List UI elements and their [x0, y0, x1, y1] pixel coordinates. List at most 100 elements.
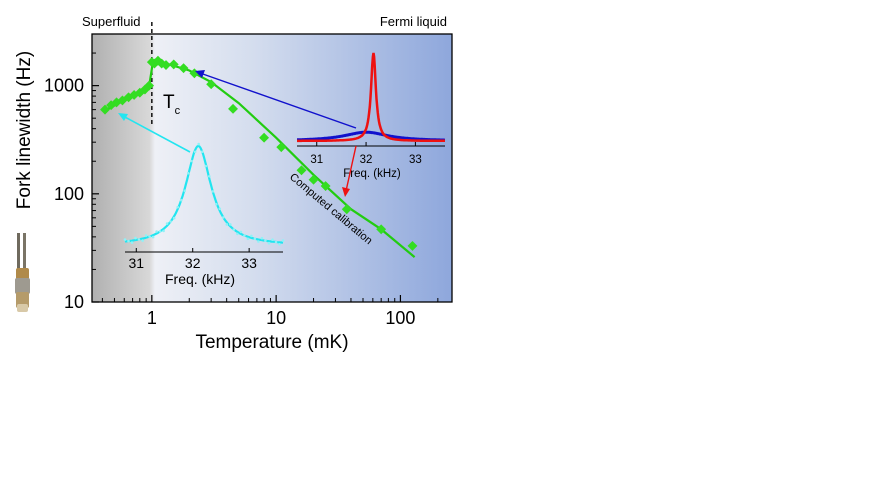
inset-left-ticks: 31 32 33 [128, 248, 257, 271]
inset-left-point [197, 142, 200, 146]
inset-left-point [148, 235, 151, 238]
inset-left-point [229, 223, 232, 226]
inset-left-point [271, 238, 274, 241]
inset-left-resonance [124, 144, 284, 244]
inset-right-tick-label: 31 [310, 154, 323, 166]
inset-right-tick-label: 33 [409, 154, 422, 166]
tc-label-letter: T [163, 92, 175, 113]
x-tick-label: 10 [266, 308, 286, 328]
data-point [341, 204, 352, 215]
inset-right-xlabel: Freq. (kHz) [343, 168, 401, 180]
inset-left-point [176, 205, 179, 209]
data-points [100, 55, 418, 251]
inset-left-point [264, 239, 267, 242]
inset-left-point [172, 216, 176, 220]
inset-left-point [179, 198, 183, 202]
inset-left-points [123, 142, 285, 246]
y-tick-label: 1000 [44, 76, 84, 96]
inset-left-point [123, 238, 127, 241]
inset-left-point [239, 230, 243, 234]
data-point [376, 224, 387, 235]
inset-left-point [281, 239, 285, 242]
data-point [178, 63, 189, 74]
data-point [228, 103, 238, 114]
inset-left-point [278, 243, 281, 246]
inset-left-point [134, 236, 137, 240]
arrow-cyan-head [118, 113, 128, 121]
data-point [407, 240, 418, 251]
inset-left-tick-label: 32 [185, 255, 201, 271]
x-tick-label: 1 [147, 308, 157, 328]
inset-left-point [155, 230, 158, 233]
inset-left: 31 32 33 Freq. (kHz) [123, 142, 285, 287]
data-point [144, 80, 155, 91]
inset-left-point [200, 150, 204, 153]
inset-right-tick-label: 32 [360, 154, 373, 166]
data-point [168, 59, 179, 70]
inset-right: 31 32 33 Freq. (kHz) [297, 52, 445, 180]
inset-left-tick-label: 31 [128, 255, 144, 271]
inset-left-point [218, 207, 222, 211]
arrows [118, 70, 357, 197]
inset-left-point [130, 241, 134, 244]
inset-right-ticks: 31 32 33 [310, 142, 422, 166]
y-tick-label: 100 [54, 184, 84, 204]
inset-left-point [225, 223, 229, 226]
inset-left-point [260, 236, 264, 240]
inset-left-xlabel: Freq. (kHz) [165, 271, 235, 287]
x-tick-label: 100 [385, 308, 415, 328]
x-axis-ticks: 1 10 100 [101, 295, 439, 328]
inset-left-point [158, 230, 162, 233]
y-axis-ticks: 10 100 1000 [44, 52, 99, 312]
data-point [259, 132, 270, 143]
y-axis-title: Fork linewidth (Hz) [14, 51, 35, 209]
inset-left-point [267, 241, 271, 245]
inset-left-point [141, 239, 144, 242]
inset-left-point [193, 150, 197, 154]
arrow-blue-head [195, 70, 205, 78]
inset-left-point [243, 234, 246, 237]
inset-left-point [222, 216, 225, 219]
inset-left-point [208, 175, 211, 178]
inset-left-point [215, 203, 218, 206]
inset-left-point [165, 222, 169, 225]
tc-label-subscript: c [175, 105, 181, 117]
arrow-red-head [342, 187, 350, 197]
inset-left-point [183, 189, 186, 193]
inset-left-point [204, 164, 208, 168]
inset-left-point [250, 234, 253, 238]
data-point [296, 165, 307, 176]
data-point [276, 142, 287, 153]
inset-left-point [137, 238, 141, 241]
tuning-fork-photo [14, 230, 32, 314]
inset-left-point [257, 240, 260, 243]
fermi-liquid-label: Fermi liquid [380, 14, 447, 29]
data-point [100, 104, 110, 115]
data-point [206, 79, 217, 90]
inset-left-point [232, 228, 236, 231]
inset-left-point [162, 229, 165, 233]
inset-left-point [186, 171, 190, 175]
inset-right-blue-resonance [297, 130, 445, 142]
arrow-cyan [122, 115, 191, 153]
inset-left-point [211, 190, 215, 193]
y-tick-label: 10 [64, 292, 84, 312]
inset-left-point [274, 240, 278, 244]
inset-left-point [246, 237, 250, 241]
inset-left-point [253, 237, 257, 241]
inset-left-tick-label: 33 [241, 255, 257, 271]
data-point [320, 181, 331, 191]
inset-left-point [151, 235, 155, 239]
arrow-red [345, 145, 357, 192]
x-axis-title: Temperature (mK) [195, 332, 348, 353]
inset-right-red-resonance [297, 52, 445, 143]
inset-left-point [236, 232, 239, 236]
plot-frame [91, 33, 453, 303]
inset-left-point [144, 234, 148, 237]
superfluid-label: Superfluid [82, 14, 141, 29]
inset-left-point [127, 239, 130, 243]
inset-left-point [169, 220, 172, 223]
data-point [308, 174, 319, 185]
arrow-blue [199, 72, 357, 129]
